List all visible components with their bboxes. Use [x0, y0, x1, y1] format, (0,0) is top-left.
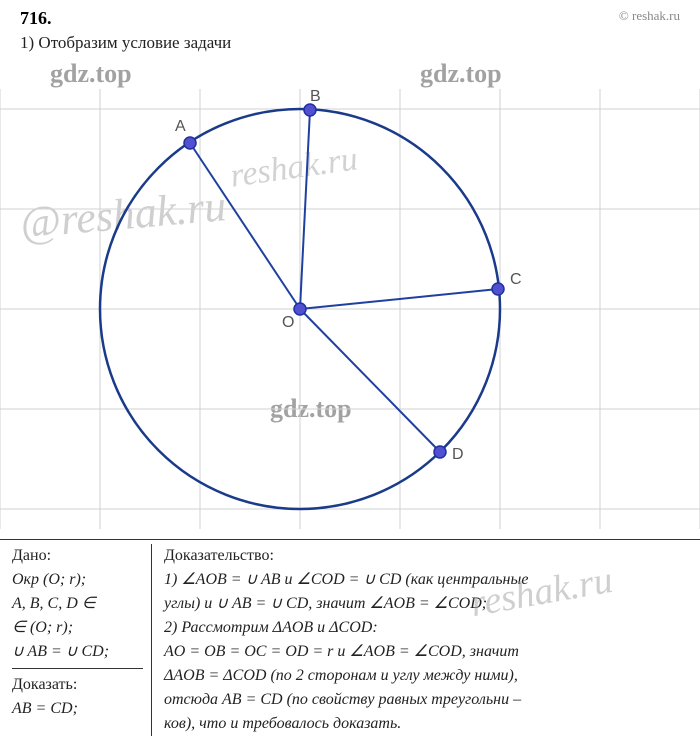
diagram-area: gdz.top gdz.top gdz.top @reshak.ru resha… — [0, 59, 700, 539]
prove-title: Доказать: — [12, 673, 143, 697]
given-line-2: A, B, C, D ∈ — [12, 592, 143, 616]
proof-table: Дано: Окр (O; r); A, B, C, D ∈ ∈ (O; r);… — [0, 539, 700, 740]
svg-text:A: A — [175, 118, 186, 135]
problem-number: 716. — [20, 8, 52, 29]
proof-line-3: 2) Рассмотрим ΔAOB и ΔCOD: — [164, 616, 688, 640]
given-line-4: ∪ AB = ∪ CD; — [12, 640, 143, 664]
svg-text:C: C — [510, 271, 522, 288]
svg-text:O: O — [282, 314, 294, 331]
given-column: Дано: Окр (O; r); A, B, C, D ∈ ∈ (O; r);… — [12, 544, 152, 736]
geometry-diagram: O A B C D — [0, 59, 700, 539]
svg-text:B: B — [310, 88, 321, 105]
step-text: 1) Отобразим условие задачи — [0, 31, 700, 59]
proof-column: Доказательство: 1) ∠AOB = ∪ AB и ∠COD = … — [152, 544, 688, 736]
proof-line-2: углы) и ∪ AB = ∪ CD, значит ∠AOB = ∠COD; — [164, 592, 688, 616]
proof-line-1: 1) ∠AOB = ∪ AB и ∠COD = ∪ CD (как центра… — [164, 568, 688, 592]
svg-text:D: D — [452, 446, 464, 463]
proof-title: Доказательство: — [164, 544, 688, 568]
proof-line-7: ков), что и требовалось доказать. — [164, 712, 688, 736]
given-line-1: Окр (O; r); — [12, 568, 143, 592]
site-credit: © reshak.ru — [619, 8, 680, 29]
given-line-3: ∈ (O; r); — [12, 616, 143, 640]
proof-line-4: AO = OB = OC = OD = r и ∠AOB = ∠COD, зна… — [164, 640, 688, 664]
given-title: Дано: — [12, 544, 143, 568]
prove-line: AB = CD; — [12, 697, 143, 721]
proof-line-5: ΔAOB = ΔCOD (по 2 сторонам и углу между … — [164, 664, 688, 688]
proof-line-6: отсюда AB = CD (по свойству равных треуг… — [164, 688, 688, 712]
